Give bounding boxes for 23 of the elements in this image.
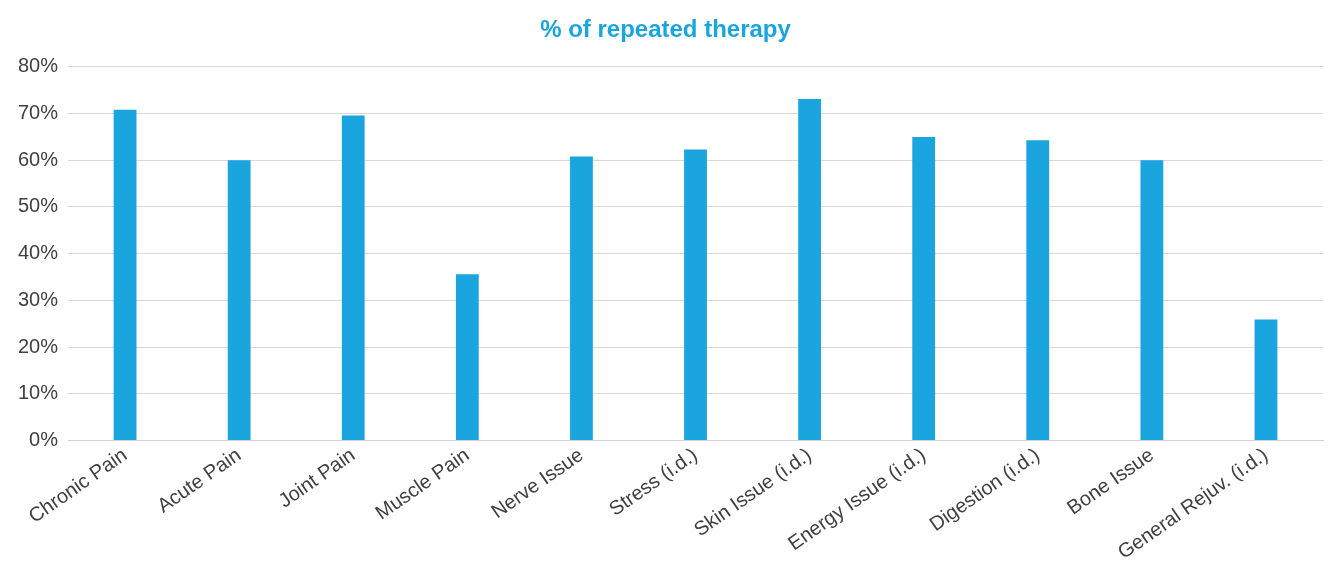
bar xyxy=(1026,140,1050,441)
y-tick-label: 80% xyxy=(18,54,59,77)
x-tick-label: Joint Pain xyxy=(274,443,359,512)
bar xyxy=(912,136,936,441)
bar xyxy=(570,156,593,441)
bar xyxy=(684,149,707,441)
y-tick-label: 20% xyxy=(18,334,59,357)
bar xyxy=(455,274,479,441)
bar xyxy=(798,99,822,441)
y-tick-label: 0% xyxy=(29,428,59,451)
bar xyxy=(113,109,137,441)
bar xyxy=(341,115,365,441)
y-tick-label: 60% xyxy=(18,147,59,170)
y-tick-label: 40% xyxy=(18,241,59,264)
bar xyxy=(227,160,251,441)
y-tick-label: 70% xyxy=(18,101,59,124)
bar xyxy=(1140,160,1164,441)
y-tick-label: 50% xyxy=(18,194,59,217)
y-tick-label: 10% xyxy=(18,381,59,404)
bar xyxy=(1254,319,1278,441)
y-tick-label: 30% xyxy=(18,287,59,310)
x-tick-label: Bone Issue xyxy=(1062,443,1158,519)
chart-title: % of repeated therapy xyxy=(540,15,792,43)
